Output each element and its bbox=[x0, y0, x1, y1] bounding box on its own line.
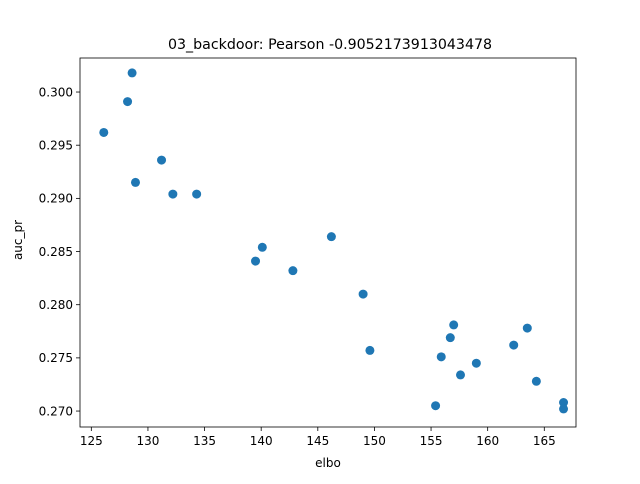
x-tick-label: 155 bbox=[420, 434, 443, 448]
data-point bbox=[431, 401, 441, 411]
data-point bbox=[455, 370, 465, 380]
data-point bbox=[130, 177, 140, 187]
data-point bbox=[509, 340, 519, 350]
data-point bbox=[449, 320, 459, 330]
x-axis-label: elbo bbox=[315, 456, 341, 470]
data-point bbox=[522, 323, 532, 333]
data-point bbox=[559, 398, 569, 408]
data-point bbox=[192, 189, 202, 199]
data-point bbox=[157, 155, 167, 165]
y-tick-label: 0.300 bbox=[39, 85, 73, 99]
data-point bbox=[288, 266, 298, 276]
x-tick-label: 140 bbox=[250, 434, 273, 448]
data-point bbox=[445, 333, 455, 343]
data-point bbox=[531, 376, 541, 386]
axis-ticks: 125 130 135 140 145 150 155 160 165 0.270 0.275 0.2… bbox=[39, 85, 556, 448]
data-point bbox=[559, 404, 569, 414]
x-tick-label: 135 bbox=[193, 434, 216, 448]
data-point bbox=[358, 289, 368, 299]
x-tick-label: 145 bbox=[306, 434, 329, 448]
y-tick-label: 0.290 bbox=[39, 192, 73, 206]
data-point bbox=[127, 68, 137, 78]
plot-frame bbox=[79, 57, 577, 428]
data-point bbox=[471, 358, 481, 368]
y-tick-label: 0.275 bbox=[39, 351, 73, 365]
data-point bbox=[168, 189, 178, 199]
y-tick-label: 0.280 bbox=[39, 298, 73, 312]
y-tick-label: 0.285 bbox=[39, 245, 73, 259]
x-tick-label: 125 bbox=[80, 434, 103, 448]
x-tick-label: 160 bbox=[476, 434, 499, 448]
data-point bbox=[326, 232, 336, 242]
x-tick-label: 130 bbox=[136, 434, 159, 448]
x-tick-label: 165 bbox=[533, 434, 556, 448]
y-axis-label: auc_pr bbox=[11, 220, 25, 260]
data-points bbox=[99, 68, 569, 414]
y-tick-label: 0.270 bbox=[39, 404, 73, 418]
y-tick-label: 0.295 bbox=[39, 138, 73, 152]
x-tick-label: 150 bbox=[363, 434, 386, 448]
data-point bbox=[365, 345, 375, 355]
chart-title: 03_backdoor: Pearson -0.9052173913043478 bbox=[168, 37, 492, 53]
data-point bbox=[257, 242, 267, 252]
data-point bbox=[99, 127, 109, 137]
data-point bbox=[123, 97, 133, 107]
data-point bbox=[436, 352, 446, 362]
data-point bbox=[251, 256, 261, 266]
